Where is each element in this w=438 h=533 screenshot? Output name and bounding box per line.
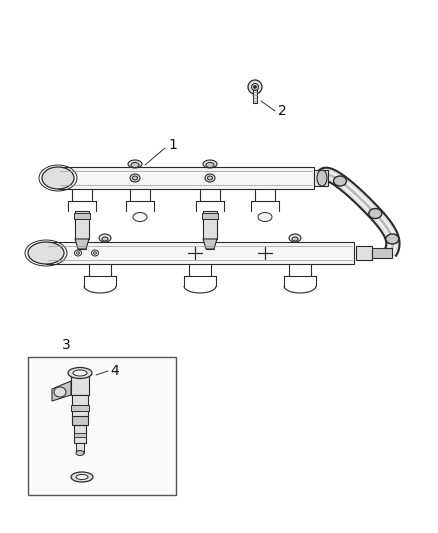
Ellipse shape (208, 176, 212, 180)
Polygon shape (203, 239, 217, 249)
Text: 1: 1 (168, 138, 177, 152)
Ellipse shape (130, 174, 140, 182)
Ellipse shape (133, 213, 147, 222)
Ellipse shape (77, 252, 80, 254)
Ellipse shape (42, 167, 74, 189)
Bar (71, 405, 89, 411)
Ellipse shape (99, 234, 111, 242)
Bar (202, 213, 218, 219)
Text: 2: 2 (278, 104, 287, 118)
Ellipse shape (28, 242, 64, 264)
Ellipse shape (54, 387, 66, 397)
Bar (58, 167, 314, 189)
Ellipse shape (76, 474, 88, 480)
Ellipse shape (251, 84, 258, 91)
Ellipse shape (92, 250, 99, 256)
Bar (72, 395, 88, 417)
Polygon shape (52, 381, 71, 401)
Ellipse shape (76, 450, 84, 456)
Bar (74, 425, 86, 443)
Bar (75, 211, 89, 239)
Ellipse shape (206, 163, 214, 167)
Ellipse shape (73, 370, 87, 376)
Ellipse shape (333, 176, 346, 186)
Ellipse shape (258, 213, 272, 222)
Ellipse shape (74, 250, 81, 256)
Ellipse shape (386, 234, 399, 244)
Bar (356, 246, 372, 260)
Bar (314, 170, 328, 186)
Ellipse shape (369, 208, 382, 219)
Ellipse shape (317, 170, 327, 186)
Ellipse shape (205, 174, 215, 182)
Bar (74, 213, 90, 219)
Ellipse shape (248, 80, 262, 94)
Bar (72, 416, 88, 425)
Ellipse shape (131, 163, 139, 167)
Text: 3: 3 (62, 338, 71, 352)
Bar (46, 242, 354, 264)
Ellipse shape (102, 237, 108, 241)
Bar (253, 85, 257, 103)
Bar (372, 248, 392, 258)
Bar (76, 443, 84, 453)
Ellipse shape (93, 252, 96, 254)
Text: 4: 4 (110, 364, 119, 378)
Bar (203, 211, 217, 239)
Polygon shape (75, 239, 89, 249)
Ellipse shape (203, 160, 217, 168)
Bar (74, 433, 86, 437)
Ellipse shape (292, 237, 298, 241)
Ellipse shape (133, 176, 138, 180)
Bar (71, 373, 89, 395)
Ellipse shape (289, 234, 301, 242)
Ellipse shape (254, 86, 256, 88)
Ellipse shape (128, 160, 142, 168)
Bar (28, 357, 176, 495)
Ellipse shape (71, 472, 93, 482)
Ellipse shape (68, 367, 92, 378)
